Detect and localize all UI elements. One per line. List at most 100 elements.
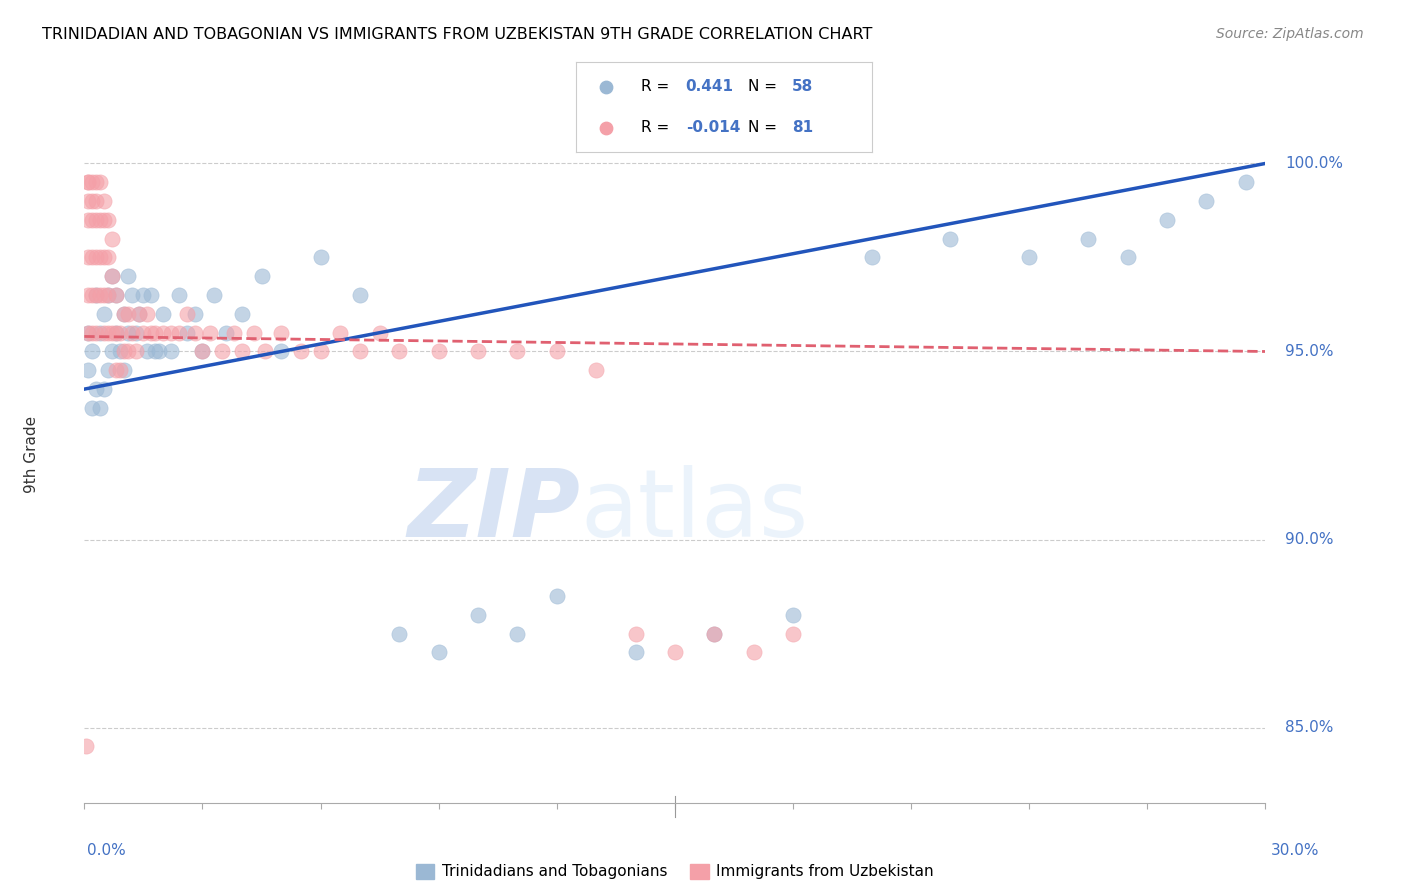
Point	[84, 326, 107, 340]
Point	[782, 626, 804, 640]
Point	[546, 589, 568, 603]
Point	[84, 194, 107, 208]
Point	[117, 307, 139, 321]
Point	[77, 175, 100, 189]
Point	[101, 269, 124, 284]
Point	[84, 288, 107, 302]
Point	[77, 212, 100, 227]
Point	[101, 232, 124, 246]
Point	[427, 344, 450, 359]
Point	[703, 626, 725, 640]
Point	[231, 344, 253, 359]
Point	[77, 194, 100, 208]
Text: N =: N =	[748, 120, 782, 135]
Point	[215, 326, 238, 340]
Point	[270, 344, 292, 359]
Point	[108, 326, 131, 340]
Point	[664, 645, 686, 659]
Point	[82, 212, 104, 227]
Point	[183, 326, 205, 340]
Point	[117, 344, 139, 359]
Point	[595, 79, 617, 94]
Point	[104, 326, 127, 340]
Point	[1116, 251, 1139, 265]
Point	[104, 363, 127, 377]
Point	[467, 607, 489, 622]
Text: ZIP: ZIP	[408, 465, 581, 557]
Point	[211, 344, 233, 359]
Point	[167, 288, 190, 302]
Point	[1234, 175, 1257, 189]
Point	[93, 251, 115, 265]
Point	[595, 120, 617, 135]
Point	[84, 251, 107, 265]
Point	[108, 363, 131, 377]
Point	[136, 344, 159, 359]
Point	[77, 288, 100, 302]
Point	[112, 363, 135, 377]
Point	[93, 326, 115, 340]
Point	[152, 326, 174, 340]
Text: 9th Grade: 9th Grade	[24, 417, 39, 493]
Point	[124, 326, 146, 340]
Point	[250, 269, 273, 284]
Point	[624, 626, 647, 640]
Point	[93, 194, 115, 208]
Point	[624, 645, 647, 659]
Point	[427, 645, 450, 659]
Point	[148, 344, 170, 359]
Point	[231, 307, 253, 321]
Point	[93, 212, 115, 227]
Point	[368, 326, 391, 340]
Text: 81: 81	[792, 120, 813, 135]
Point	[1018, 251, 1040, 265]
Point	[117, 326, 139, 340]
Point	[104, 288, 127, 302]
Point	[82, 401, 104, 415]
Point	[112, 307, 135, 321]
Point	[93, 307, 115, 321]
Text: Source: ZipAtlas.com: Source: ZipAtlas.com	[1216, 27, 1364, 41]
Point	[93, 382, 115, 396]
Point	[782, 607, 804, 622]
Point	[101, 344, 124, 359]
Point	[176, 326, 198, 340]
Point	[124, 344, 146, 359]
Point	[77, 175, 100, 189]
Point	[329, 326, 352, 340]
Point	[84, 382, 107, 396]
Point	[97, 288, 120, 302]
Point	[546, 344, 568, 359]
Text: atlas: atlas	[581, 465, 808, 557]
Point	[200, 326, 222, 340]
Legend: Trinidadians and Tobagonians, Immigrants from Uzbekistan: Trinidadians and Tobagonians, Immigrants…	[409, 857, 941, 886]
Point	[82, 288, 104, 302]
Point	[152, 307, 174, 321]
Point	[939, 232, 962, 246]
Point	[160, 344, 183, 359]
Point	[89, 212, 111, 227]
Point	[703, 626, 725, 640]
Text: 0.0%: 0.0%	[87, 843, 127, 858]
Point	[1156, 212, 1178, 227]
Point	[128, 307, 150, 321]
Point	[101, 269, 124, 284]
Point	[132, 326, 155, 340]
Text: N =: N =	[748, 79, 782, 94]
Point	[160, 326, 183, 340]
Point	[254, 344, 277, 359]
Point	[84, 288, 107, 302]
Text: 58: 58	[792, 79, 813, 94]
Text: 30.0%: 30.0%	[1271, 843, 1319, 858]
Point	[77, 363, 100, 377]
Point	[89, 251, 111, 265]
Point	[112, 307, 135, 321]
Point	[84, 175, 107, 189]
Point	[112, 344, 135, 359]
Point	[104, 288, 127, 302]
Point	[191, 344, 214, 359]
Point	[97, 326, 120, 340]
Point	[141, 288, 163, 302]
Point	[121, 326, 143, 340]
Point	[309, 251, 332, 265]
